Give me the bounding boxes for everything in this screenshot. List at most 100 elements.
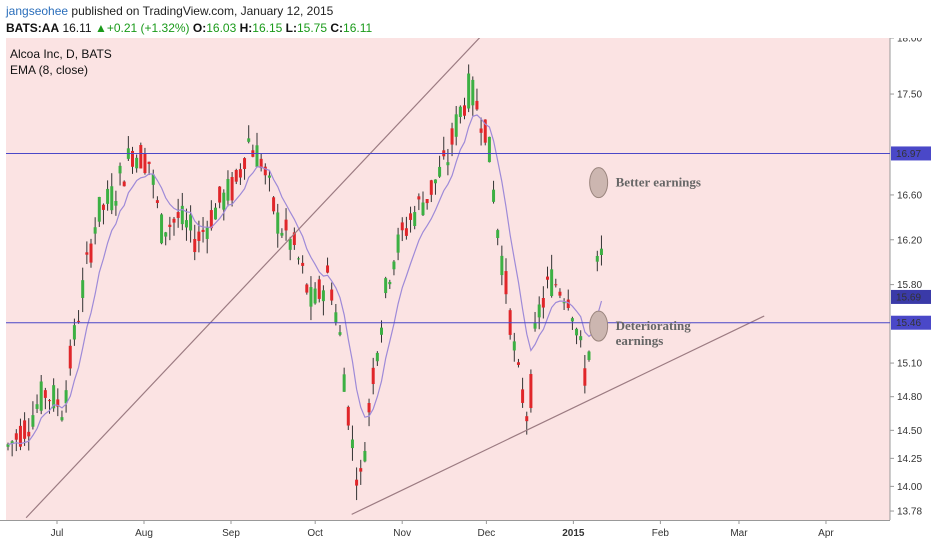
y-tick-label: 14.80: [897, 392, 922, 403]
candle-down: [317, 279, 321, 299]
candle-down: [483, 119, 487, 143]
candle-up: [438, 166, 442, 177]
ema-line: [7, 114, 603, 445]
candle-up: [10, 441, 14, 444]
candle-up: [31, 415, 35, 427]
candle-down: [566, 299, 570, 308]
candle-up: [222, 192, 226, 210]
x-tick-label: 2015: [562, 528, 585, 539]
candle-up: [35, 404, 39, 409]
candle-up: [446, 162, 450, 166]
candle-down: [346, 406, 350, 426]
candle-up: [106, 188, 110, 204]
candle-down: [197, 231, 201, 241]
price-chart[interactable]: Alcoa Inc, D, BATS EMA (8, close) 18.00 17.…: [0, 38, 932, 550]
candle-up: [413, 212, 417, 227]
trendline: [25, 38, 481, 519]
candle-down: [18, 425, 22, 447]
candle-down: [238, 169, 242, 178]
candle-up: [467, 73, 471, 109]
candle-down: [371, 367, 375, 385]
last-price: 16.11: [62, 21, 92, 35]
candle-up: [184, 220, 188, 228]
candle-down: [68, 345, 72, 369]
candle-down: [558, 291, 562, 296]
candle-down: [301, 262, 305, 266]
candle-down: [122, 181, 126, 187]
high-label: H:: [239, 21, 253, 35]
y-tick-label: 14.50: [897, 426, 922, 437]
candle-down: [43, 390, 47, 398]
candle-down: [27, 431, 31, 437]
candle-down: [529, 374, 533, 409]
candle-down: [463, 105, 466, 116]
candle-up: [164, 232, 168, 237]
candle-down: [292, 232, 296, 246]
y-tick-label: 14.00: [897, 482, 922, 493]
open-value: 16.03: [206, 21, 237, 35]
symbol: BATS:AA: [6, 21, 60, 35]
username-link[interactable]: jangseohee: [6, 4, 69, 18]
hline-price-badge-bg: [891, 146, 931, 161]
candle-down: [330, 289, 334, 301]
low-label: L:: [285, 21, 297, 35]
candle-up: [433, 179, 437, 184]
candle-down: [367, 403, 371, 413]
candle-up: [288, 238, 292, 250]
last-price-badge-bg: [891, 289, 931, 304]
annotation-text: Better earnings: [616, 175, 701, 190]
annotation-marker: [589, 310, 609, 342]
candle-down: [147, 161, 151, 165]
candle-up: [562, 302, 566, 304]
candle-up: [255, 145, 259, 167]
candle-down: [193, 238, 197, 253]
last-price-badge: 15.69: [896, 292, 921, 303]
candle-down: [305, 284, 309, 293]
candle-down: [417, 196, 421, 200]
candle-up: [575, 328, 579, 336]
up-arrow-icon: ▲: [94, 21, 107, 35]
y-tick-label: 15.80: [897, 280, 922, 291]
candle-up: [276, 212, 280, 234]
candle-up: [60, 417, 64, 421]
x-tick-label: Apr: [818, 528, 834, 539]
plot-background: [6, 38, 890, 520]
candle-down: [554, 284, 558, 286]
candle-up: [297, 258, 300, 260]
y-tick-label: 16.60: [897, 190, 922, 201]
y-tick-label: 17.50: [897, 90, 922, 101]
candle-up: [52, 385, 56, 409]
candle-up: [487, 136, 491, 163]
candle-up: [93, 227, 97, 234]
candle-up: [334, 312, 338, 323]
candle-up: [533, 323, 537, 329]
candle-down: [541, 298, 545, 308]
candle-down: [546, 276, 549, 280]
candle-down: [77, 320, 81, 322]
x-tick-label: Nov: [393, 528, 411, 539]
y-tick-label: 15.10: [897, 359, 922, 370]
x-tick-label: Aug: [135, 528, 153, 539]
candle-down: [525, 416, 529, 422]
candle-down: [359, 468, 363, 472]
candle-up: [64, 390, 68, 404]
candle-up: [39, 381, 43, 411]
candle-down: [475, 100, 479, 110]
candle-down: [168, 224, 172, 227]
candle-up: [421, 202, 425, 216]
chart-title: Alcoa Inc, D, BATS: [10, 47, 112, 61]
x-tick-label: Sep: [222, 528, 240, 539]
candle-up: [338, 332, 342, 335]
candle-up: [180, 205, 184, 225]
candle-up: [6, 444, 10, 447]
candle-up: [205, 227, 209, 239]
candle-down: [155, 200, 159, 203]
candle-down: [409, 213, 413, 220]
candle-down: [85, 252, 89, 255]
candle-up: [537, 304, 541, 318]
x-tick-label: Feb: [652, 528, 670, 539]
candle-down: [172, 218, 176, 223]
candle-down: [450, 128, 454, 145]
published-text: published on TradingView.com, January 12…: [68, 4, 334, 18]
trendline: [351, 315, 765, 515]
